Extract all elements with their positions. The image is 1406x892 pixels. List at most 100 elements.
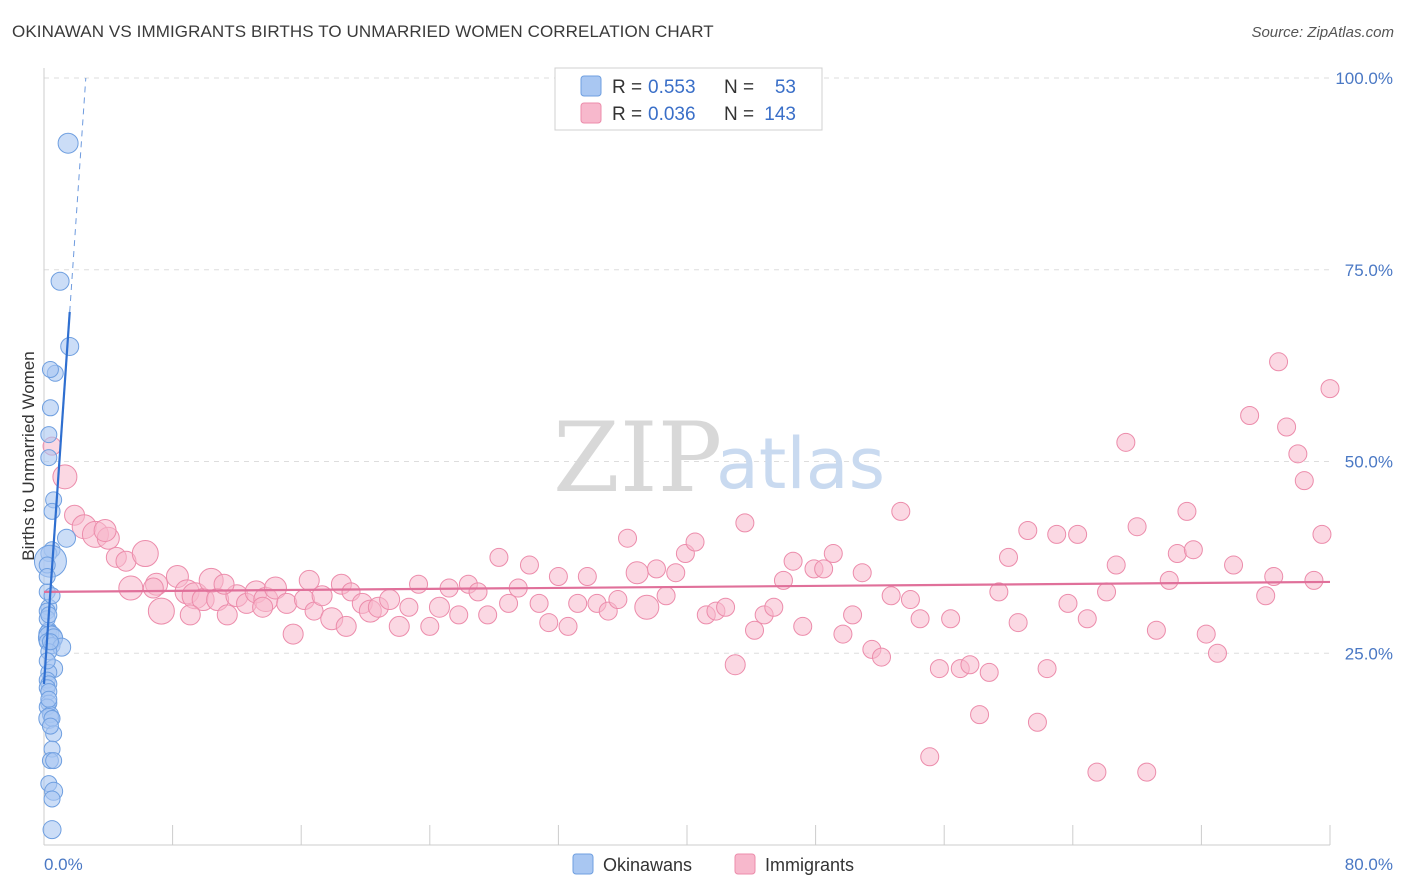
- immigrants-point-107: [1087, 762, 1107, 782]
- immigrants-point-100: [1018, 521, 1038, 541]
- immigrants-point-58: [608, 590, 628, 610]
- okinawans-legend-swatch[interactable]: [572, 853, 594, 875]
- immigrants-point-74: [764, 597, 784, 617]
- immigrants-point-95: [970, 705, 990, 725]
- okinawans-point-47: [38, 652, 56, 670]
- immigrants-point-112: [1137, 762, 1157, 782]
- okinawans-trend-line: [42, 311, 71, 685]
- immigrants-point-66: [685, 532, 705, 552]
- immigrants-point-77: [793, 616, 813, 636]
- y-tick-label-100: 100.0%: [1335, 69, 1393, 88]
- immigrants-point-91: [929, 659, 949, 679]
- immigrants-point-83: [852, 563, 872, 583]
- immigrants-point-45: [478, 605, 498, 625]
- okinawans-point-43: [43, 790, 61, 808]
- immigrants-swatch: [580, 102, 602, 124]
- immigrants-point-109: [1106, 555, 1126, 575]
- immigrants-point-24: [276, 592, 298, 614]
- immigrants-point-79: [814, 559, 834, 579]
- okinawans-point-1: [50, 271, 70, 291]
- immigrants-point-119: [1207, 643, 1227, 663]
- immigrants-point-121: [1240, 405, 1260, 425]
- immigrants-trend-line: [43, 580, 1331, 593]
- trend-lines: [42, 77, 1331, 685]
- immigrants-point-89: [910, 609, 930, 629]
- immigrants-point-124: [1269, 352, 1289, 372]
- okinawans-point-49: [41, 717, 59, 735]
- immigrants-point-96: [979, 662, 999, 682]
- immigrants-point-106: [1077, 609, 1097, 629]
- immigrants-point-8: [131, 540, 159, 568]
- immigrants-point-69: [716, 597, 736, 617]
- watermark-atlas: atlas: [716, 423, 885, 505]
- immigrants-point-108: [1097, 582, 1117, 602]
- immigrants-point-40: [428, 596, 450, 618]
- series-legend: Okinawans Immigrants: [572, 853, 854, 875]
- immigrants-point-123: [1264, 567, 1284, 587]
- chart-title: OKINAWAN VS IMMIGRANTS BIRTHS TO UNMARRI…: [12, 22, 714, 41]
- immigrants-point-54: [568, 593, 588, 613]
- immigrants-point-135: [252, 596, 274, 618]
- immigrants-point-101: [1027, 712, 1047, 732]
- immigrants-point-129: [1312, 524, 1332, 544]
- immigrants-point-102: [1037, 659, 1057, 679]
- y-tick-labels: 25.0% 50.0% 75.0% 100.0%: [1335, 69, 1393, 663]
- okinawans-point-5: [41, 399, 59, 417]
- immigrants-point-37: [399, 597, 419, 617]
- immigrants-point-116: [1177, 501, 1197, 521]
- okinawans-point-46: [41, 633, 59, 651]
- okinawans-point-4: [41, 360, 59, 378]
- immigrants-point-87: [891, 501, 911, 521]
- okinawans-n-label: N =: [724, 77, 754, 98]
- immigrants-point-134: [213, 573, 235, 595]
- immigrants-point-25: [282, 623, 304, 645]
- immigrants-point-90: [920, 747, 940, 767]
- immigrants-point-85: [872, 647, 892, 667]
- immigrants-point-44: [468, 582, 488, 602]
- y-axis-title: Births to Unmarried Women: [19, 351, 38, 560]
- immigrants-point-63: [656, 586, 676, 606]
- okinawans-legend-label[interactable]: Okinawans: [603, 855, 692, 875]
- okinawans-point-0: [57, 132, 79, 154]
- immigrants-point-131: [93, 519, 117, 543]
- immigrants-point-120: [1224, 555, 1244, 575]
- immigrants-legend-label[interactable]: Immigrants: [765, 855, 854, 875]
- y-tick-label-75: 75.0%: [1345, 261, 1393, 280]
- stats-legend: R = 0.553 N = 53 R = 0.036 N = 143: [554, 67, 823, 131]
- x-tick-label-max: 80.0%: [1345, 855, 1393, 874]
- okinawans-point-10: [57, 528, 77, 548]
- immigrants-point-36: [388, 615, 410, 637]
- immigrants-point-59: [618, 528, 638, 548]
- immigrants-point-103: [1047, 524, 1067, 544]
- immigrants-point-132: [142, 577, 164, 599]
- chart-source: Source: ZipAtlas.com: [1251, 24, 1394, 41]
- immigrants-point-50: [529, 593, 549, 613]
- immigrants-point-11: [147, 597, 175, 625]
- immigrants-r-value: 0.036: [648, 104, 696, 125]
- immigrants-point-97: [989, 582, 1009, 602]
- immigrants-point-61: [634, 594, 660, 620]
- okinawans-point-51: [43, 587, 61, 605]
- immigrants-point-47: [499, 593, 519, 613]
- okinawans-r-value: 0.553: [648, 77, 696, 98]
- okinawans-point-48: [40, 690, 58, 708]
- immigrants-point-64: [666, 563, 686, 583]
- immigrants-point-133: [179, 604, 201, 626]
- immigrants-point-76: [783, 551, 803, 571]
- immigrants-point-117: [1183, 540, 1203, 560]
- immigrants-point-128: [1304, 570, 1324, 590]
- immigrants-point-75: [773, 570, 793, 590]
- immigrants-point-111: [1127, 517, 1147, 537]
- y-tick-label-50: 50.0%: [1345, 453, 1393, 472]
- immigrants-point-122: [1256, 586, 1276, 606]
- immigrants-point-86: [881, 586, 901, 606]
- immigrants-point-46: [489, 547, 509, 567]
- immigrants-point-136: [298, 569, 320, 591]
- immigrants-point-137: [335, 615, 357, 637]
- immigrants-legend-swatch[interactable]: [734, 853, 756, 875]
- okinawans-point-2: [60, 336, 80, 356]
- immigrants-point-62: [646, 559, 666, 579]
- okinawans-point-44: [42, 820, 62, 840]
- okinawans-point-9: [43, 502, 61, 520]
